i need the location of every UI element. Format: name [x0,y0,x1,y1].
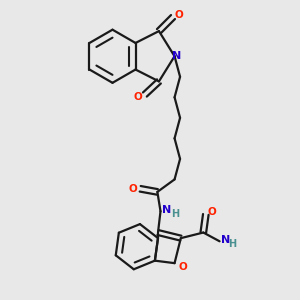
Text: O: O [208,207,216,217]
Text: O: O [175,10,184,20]
Text: H: H [171,209,179,219]
Text: N: N [172,51,181,61]
Text: H: H [228,239,236,249]
Text: N: N [220,235,230,245]
Text: O: O [178,262,187,272]
Text: N: N [162,205,171,215]
Text: O: O [134,92,142,102]
Text: O: O [129,184,138,194]
